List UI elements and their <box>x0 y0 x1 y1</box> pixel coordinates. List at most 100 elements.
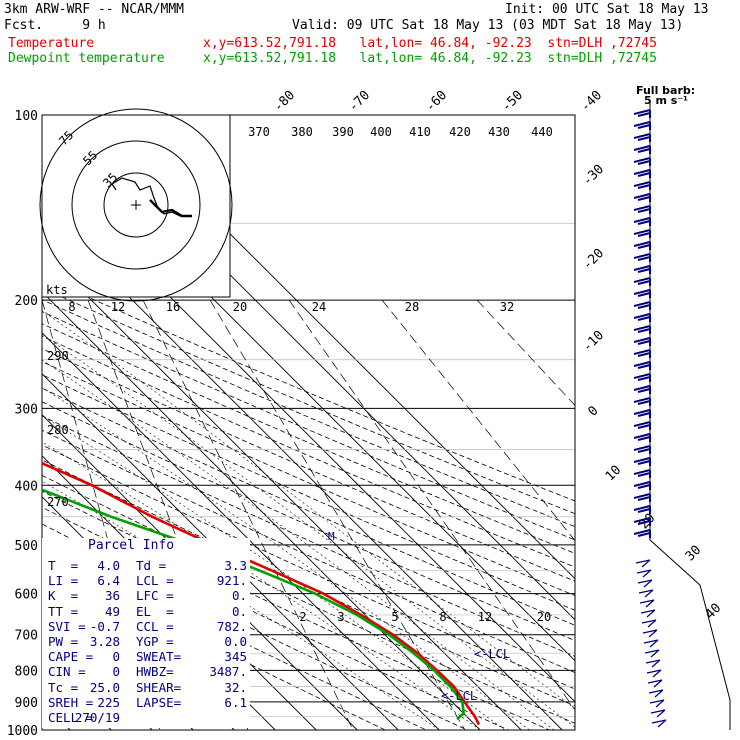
pressure-tick-label: 900 <box>15 696 38 711</box>
wind-barb <box>648 689 664 698</box>
wind-barb <box>633 109 651 118</box>
parcel-info-cell: 25.0 <box>89 679 120 695</box>
wind-barb <box>633 193 651 202</box>
parcel-info-cell: Tc = <box>48 679 79 695</box>
parcel-info-cell: SWEAT= <box>136 649 182 665</box>
hodograph-ring <box>103 172 169 238</box>
wind-barb <box>633 445 651 454</box>
wind-barb <box>633 145 651 154</box>
mixing-ratio-line <box>288 299 575 711</box>
mixing-ratio-label: 12 <box>478 610 492 624</box>
isotherm-line <box>42 332 440 730</box>
wind-barb <box>633 517 651 526</box>
theta-label: 420 <box>449 125 471 139</box>
isotherm-label: -20 <box>580 246 607 273</box>
parcel-info-cell: HWBZ= <box>136 664 174 680</box>
hodograph-trace-bold <box>149 199 192 218</box>
wind-barb <box>633 265 651 274</box>
parcel-info-cell: LFC = <box>136 588 174 604</box>
theta-label: 380 <box>291 125 313 139</box>
pressure-tick-label: 200 <box>15 294 38 309</box>
wind-barb <box>633 313 651 322</box>
mixing-ratio-line <box>381 299 575 542</box>
parcel-info-cell: 0 <box>112 664 120 680</box>
barb-legend-text: 5 m s⁻¹ <box>644 94 688 107</box>
isotherm-line <box>42 250 522 730</box>
wind-barb <box>641 619 657 628</box>
wind-barb <box>642 629 658 638</box>
wind-barb <box>638 589 654 598</box>
mixing-ratio-label: 28 <box>405 300 419 314</box>
wind-barb <box>633 205 651 214</box>
barb-legend-text: Full barb: <box>636 84 695 97</box>
pressure-tick-label: 500 <box>15 539 38 554</box>
pressure-tick-label: 600 <box>15 588 38 603</box>
parcel-info-cell: PW = <box>48 634 79 649</box>
parcel-info-cell: 782. <box>216 618 247 634</box>
wind-barb <box>633 361 651 370</box>
wind-barb <box>633 409 651 418</box>
wind-barb <box>649 699 665 708</box>
wind-barb <box>647 679 663 688</box>
parcel-info-cell: LCL = <box>136 573 174 589</box>
parcel-info-cell: CCL = <box>136 618 174 634</box>
wind-barb <box>646 669 662 678</box>
pressure-tick-label: 1000 <box>7 724 38 739</box>
theta-label: 410 <box>409 125 431 139</box>
wind-barb <box>633 133 651 142</box>
hodograph-ring <box>71 140 201 270</box>
theta-label: 370 <box>248 125 270 139</box>
theta-label: 270 <box>47 495 69 509</box>
wind-barb <box>633 277 651 286</box>
wind-barb <box>633 433 651 442</box>
wind-barb <box>639 599 655 608</box>
hodograph-ring <box>39 108 233 302</box>
wind-barb <box>651 719 667 728</box>
init-time: Init: 00 UTC Sat 18 May 13 <box>505 2 709 17</box>
isotherm-label: 30 <box>683 543 705 565</box>
wind-barb <box>633 325 651 334</box>
isotherm-label: 10 <box>603 463 625 485</box>
parcel-info-cell: CELL = <box>48 710 94 725</box>
mixing-ratio-label: 12 <box>111 300 125 314</box>
wind-barb <box>633 157 651 166</box>
wind-barb <box>645 659 661 668</box>
isotherm-label: -70 <box>346 88 373 115</box>
theta-label: 400 <box>370 125 392 139</box>
parcel-info-cell: 6.4 <box>97 573 120 589</box>
wind-barb <box>633 241 651 250</box>
wind-barb <box>633 421 651 430</box>
wind-barb <box>650 709 666 718</box>
parcel-info-cell: 345 <box>224 649 247 665</box>
wind-barb <box>644 649 660 658</box>
parcel-info-cell: Td = <box>136 558 167 573</box>
lcl-label: <-LCL <box>474 647 510 661</box>
theta-label: 430 <box>488 125 510 139</box>
mixing-ratio-line <box>209 299 466 730</box>
parcel-info-cell: K = <box>48 588 79 604</box>
wind-barb <box>633 289 651 298</box>
mixing-ratio-label: 24 <box>312 300 326 314</box>
wind-barb <box>633 469 651 478</box>
parcel-info-cell: 32. <box>224 679 247 695</box>
isotherm-line <box>42 414 358 730</box>
parcel-info-cell: 921. <box>216 573 247 589</box>
lcl-label: <-LCL <box>441 689 477 703</box>
wind-barb <box>633 217 651 226</box>
parcel-info-cell: T = <box>48 558 79 573</box>
wind-barb <box>633 529 651 538</box>
isotherm-label: -80 <box>271 88 298 115</box>
plot-frame <box>41 114 576 731</box>
parcel-info-cell: CAPE = <box>48 649 94 665</box>
pressure-tick-label: 300 <box>15 402 38 417</box>
parcel-info-cell: SREH = <box>48 694 94 710</box>
parcel-info-cell: LI = <box>48 573 79 589</box>
wind-barb <box>635 559 651 568</box>
wind-barb <box>637 579 653 588</box>
parcel-info-cell: 0. <box>231 603 247 619</box>
mixing-ratio-label: 20 <box>233 300 247 314</box>
pressure-tick-label: 100 <box>15 109 38 124</box>
wind-barb <box>633 121 651 130</box>
parcel-info-cell: CIN = <box>48 664 86 680</box>
parcel-info-cell: EL = <box>136 603 174 619</box>
